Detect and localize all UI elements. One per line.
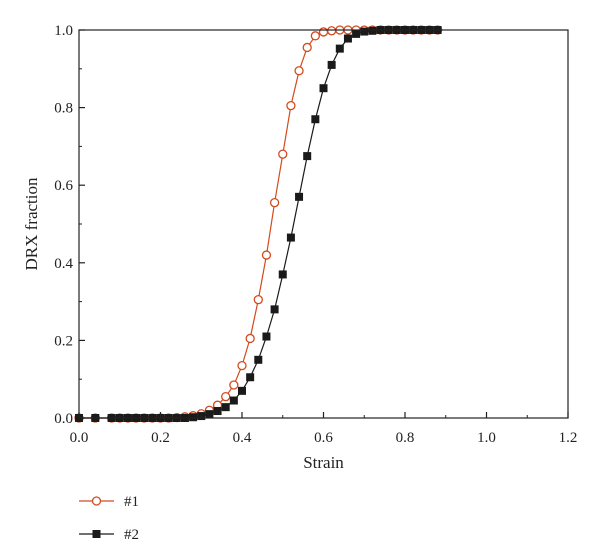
data-point xyxy=(221,403,230,412)
legend-marker xyxy=(91,496,102,506)
y-tick-label: 0.6 xyxy=(54,178,73,194)
x-tick-label: 0.6 xyxy=(314,430,333,446)
y-axis: 0.0 0.2 0.4 0.6 0.8 1.0 xyxy=(54,23,85,427)
data-point xyxy=(302,42,312,53)
x-tick-label: 0.8 xyxy=(396,430,415,446)
y-axis-title: DRX fraction xyxy=(22,177,41,271)
legend-item: #2 xyxy=(79,527,139,543)
data-point xyxy=(311,115,320,124)
y-tick-label: 0.2 xyxy=(54,333,73,349)
x-tick-label: 1.2 xyxy=(559,430,578,446)
x-tick-label: 0.4 xyxy=(233,430,252,446)
data-point xyxy=(189,413,198,422)
data-point xyxy=(205,410,214,419)
data-point xyxy=(303,152,312,161)
data-point xyxy=(286,233,295,242)
data-point xyxy=(262,332,271,341)
data-point xyxy=(310,31,321,41)
data-point xyxy=(213,407,222,416)
x-axis: 0.0 0.2 0.4 0.6 0.8 1.0 1.2 xyxy=(70,412,578,446)
data-point xyxy=(221,392,231,402)
data-point xyxy=(360,27,369,36)
data-point xyxy=(295,192,304,201)
data-point xyxy=(245,333,255,344)
series-2 xyxy=(75,26,442,422)
data-point xyxy=(326,26,337,36)
plot-series xyxy=(74,25,443,423)
data-point xyxy=(278,270,287,279)
legend-marker xyxy=(92,530,101,538)
legend-item: #1 xyxy=(79,494,139,510)
data-point xyxy=(278,149,288,159)
data-point xyxy=(229,396,238,405)
y-tick-label: 1.0 xyxy=(54,23,73,39)
legend: #1 #2 xyxy=(79,494,139,543)
data-point xyxy=(294,66,304,76)
y-tick-label: 0.0 xyxy=(54,411,73,427)
data-point xyxy=(368,26,377,35)
data-point xyxy=(229,380,239,390)
data-point xyxy=(261,250,272,260)
data-point xyxy=(352,29,361,38)
data-point xyxy=(269,198,280,208)
data-point xyxy=(286,101,296,111)
legend-label: #2 xyxy=(124,527,139,543)
data-point xyxy=(327,60,336,69)
y-tick-label: 0.4 xyxy=(54,256,73,272)
data-point xyxy=(343,34,352,43)
x-tick-label: 1.0 xyxy=(477,430,496,446)
y-tick-label: 0.8 xyxy=(54,101,73,117)
legend-label: #1 xyxy=(124,494,139,510)
x-tick-label: 0.0 xyxy=(70,430,89,446)
data-point xyxy=(238,386,246,395)
data-point xyxy=(246,373,255,382)
data-point xyxy=(237,360,247,371)
data-point xyxy=(319,84,328,93)
data-point xyxy=(270,305,279,314)
data-point xyxy=(253,295,263,305)
data-point xyxy=(254,355,263,364)
x-tick-label: 0.2 xyxy=(151,430,170,446)
x-axis-title: Strain xyxy=(303,453,344,472)
data-point xyxy=(318,27,329,37)
data-point xyxy=(335,44,344,53)
